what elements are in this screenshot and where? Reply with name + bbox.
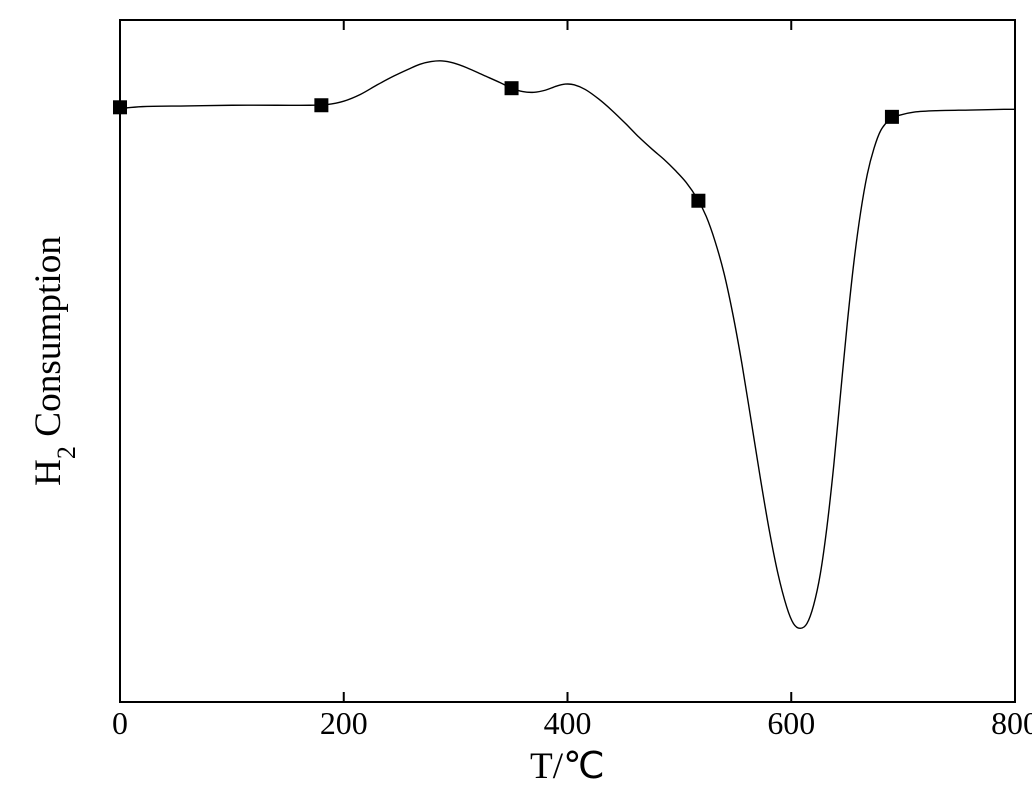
chart-container: 0 200 400 600 800 T/℃ H2 Consumption (0, 0, 1032, 792)
x-tick-label: 400 (544, 706, 592, 741)
x-tick-label: 800 (991, 706, 1032, 741)
plot-border (120, 20, 1015, 702)
y-axis-label: H2 Consumption (28, 236, 81, 486)
x-axis-label: T/℃ (530, 746, 605, 787)
data-marker (314, 98, 328, 112)
data-marker (505, 81, 519, 95)
data-marker (691, 194, 705, 208)
tpr-curve (120, 61, 1015, 628)
data-marker (885, 110, 899, 124)
h2-consumption-chart: 0 200 400 600 800 T/℃ H2 Consumption (0, 0, 1032, 792)
data-marker (113, 100, 127, 114)
x-tick-label: 600 (767, 706, 815, 741)
x-tick-label: 0 (112, 706, 128, 741)
x-tick-label: 200 (320, 706, 368, 741)
